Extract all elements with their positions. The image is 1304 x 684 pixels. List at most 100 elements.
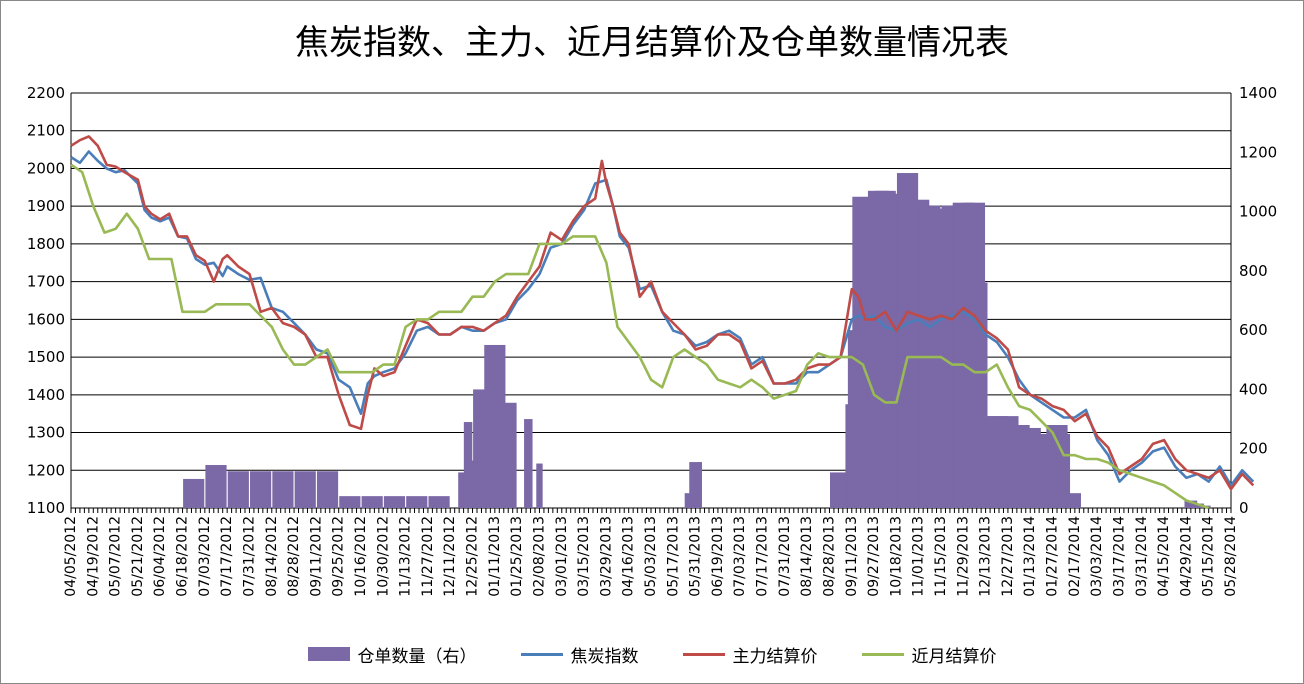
chart-title: 焦炭指数、主力、近月结算价及仓单数量情况表 <box>295 23 1009 63</box>
bar <box>463 422 473 508</box>
x-tick-label: 10/18/2013 <box>888 516 904 597</box>
bar <box>250 471 272 508</box>
legend-label: 近月结算价 <box>911 646 997 667</box>
bar <box>383 496 406 508</box>
x-tick-label: 05/21/2012 <box>130 516 146 597</box>
x-tick-label: 08/28/2013 <box>821 516 837 597</box>
bar <box>294 471 316 508</box>
x-tick-label: 12/25/2012 <box>465 516 481 597</box>
x-tick-label: 03/31/2014 <box>1134 516 1150 597</box>
x-tick-label: 12/13/2013 <box>978 516 994 597</box>
y-left-tick-label: 1400 <box>27 386 65 404</box>
x-tick-label: 08/14/2013 <box>799 516 815 597</box>
x-tick-label: 09/11/2012 <box>308 516 324 597</box>
x-tick-label: 11/15/2013 <box>933 516 949 597</box>
y-left-tick-label: 1500 <box>27 348 65 366</box>
x-tick-label: 05/07/2012 <box>108 516 124 597</box>
legend-item-warehouse-receipts: 仓单数量（右） <box>307 642 477 667</box>
x-tick-label: 06/19/2013 <box>710 516 726 597</box>
x-tick-label: 09/27/2013 <box>866 516 882 597</box>
y-right-tick-label: 0 <box>1239 499 1249 517</box>
bar <box>227 471 249 508</box>
x-tick-label: 01/11/2013 <box>487 516 503 597</box>
x-tick-label: 05/31/2013 <box>688 516 704 597</box>
bar <box>536 463 543 508</box>
y-left-tick-label: 2000 <box>27 159 65 177</box>
y-left-tick-label: 2200 <box>27 84 65 102</box>
legend-swatch-bar <box>307 647 350 661</box>
bar <box>316 471 339 508</box>
series-line <box>70 150 1255 487</box>
x-tick-label: 07/03/2012 <box>197 516 213 597</box>
bar <box>272 471 294 508</box>
bar <box>428 496 450 508</box>
x-tick-label: 08/28/2012 <box>286 516 302 597</box>
y-left-tick-label: 1300 <box>27 424 65 442</box>
bar <box>458 472 465 508</box>
bar <box>339 496 361 508</box>
x-tick-label: 04/05/2012 <box>63 516 79 597</box>
x-tick-label: 07/17/2013 <box>755 516 771 597</box>
y-right-tick-label: 200 <box>1239 440 1268 458</box>
bar <box>524 419 533 508</box>
x-tick-label: 04/29/2014 <box>1178 516 1194 597</box>
y-right-tick-label: 1400 <box>1239 84 1277 102</box>
bar <box>406 496 428 508</box>
y-left-tick-label: 2100 <box>27 122 65 140</box>
x-tick-label: 11/01/2013 <box>911 516 927 597</box>
x-tick-label: 09/11/2013 <box>844 516 860 597</box>
y-left-tick-label: 1600 <box>27 310 65 328</box>
x-tick-label: 01/13/2014 <box>1022 516 1038 597</box>
x-tick-label: 07/17/2012 <box>219 516 235 597</box>
x-tick-label: 02/17/2014 <box>1067 516 1083 597</box>
x-tick-label: 03/15/2013 <box>576 516 592 597</box>
x-tick-label: 04/19/2012 <box>85 516 101 597</box>
x-tick-label: 10/30/2012 <box>375 516 391 597</box>
x-tick-label: 03/17/2014 <box>1111 516 1127 597</box>
bar <box>1184 500 1198 508</box>
y-left-tick-label: 1900 <box>27 197 65 215</box>
bar <box>183 478 205 508</box>
x-tick-label: 08/14/2012 <box>264 516 280 597</box>
x-tick-label: 05/28/2014 <box>1223 516 1239 597</box>
bar <box>684 493 694 508</box>
x-tick-label: 09/25/2012 <box>331 516 347 597</box>
x-tick-label: 03/29/2013 <box>598 516 614 597</box>
series-line <box>70 163 1210 510</box>
x-tick-label: 04/15/2014 <box>1156 516 1172 597</box>
x-tick-label: 07/31/2012 <box>241 516 257 597</box>
legend-item-near-month-settlement: 近月结算价 <box>861 642 997 667</box>
bar <box>361 496 383 508</box>
x-tick-label: 01/27/2014 <box>1045 516 1061 597</box>
bar <box>495 402 517 508</box>
y-right-tick-label: 1200 <box>1239 143 1277 161</box>
y-right-tick-label: 600 <box>1239 321 1268 339</box>
bar <box>689 462 702 508</box>
series-line <box>70 135 1255 491</box>
y-left-tick-label: 1100 <box>27 499 65 517</box>
x-tick-label: 12/11/2012 <box>442 516 458 597</box>
y-left-tick-label: 1800 <box>27 235 65 253</box>
legend-swatch-line <box>682 652 725 656</box>
x-tick-label: 03/03/2014 <box>1089 516 1105 597</box>
x-tick-label: 06/18/2012 <box>175 516 191 597</box>
x-tick-label: 05/17/2013 <box>665 516 681 597</box>
x-tick-label: 07/03/2013 <box>732 516 748 597</box>
x-tick-label: 05/03/2013 <box>643 516 659 597</box>
x-tick-label: 04/16/2013 <box>621 516 637 597</box>
legend-swatch-line <box>520 652 563 656</box>
x-tick-label: 07/31/2013 <box>777 516 793 597</box>
legend-label: 仓单数量（右） <box>357 646 477 667</box>
x-tick-label: 05/15/2014 <box>1201 516 1217 597</box>
legend: 仓单数量（右） 焦炭指数 主力结算价 近月结算价 <box>1 641 1303 667</box>
x-tick-label: 11/13/2012 <box>398 516 414 597</box>
x-tick-label: 06/04/2012 <box>152 516 168 597</box>
legend-label: 主力结算价 <box>732 646 818 667</box>
legend-item-coke-index: 焦炭指数 <box>520 642 639 667</box>
x-tick-label: 03/01/2013 <box>554 516 570 597</box>
y-right-tick-label: 1000 <box>1239 203 1277 221</box>
bar <box>1059 493 1081 508</box>
legend-swatch-line <box>861 652 904 656</box>
